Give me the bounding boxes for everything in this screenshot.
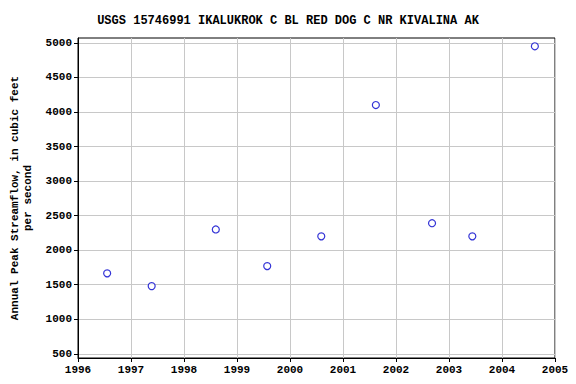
svg-text:1999: 1999	[224, 364, 250, 376]
svg-text:1000: 1000	[46, 313, 72, 325]
svg-text:4500: 4500	[46, 71, 72, 83]
svg-text:1997: 1997	[118, 364, 144, 376]
svg-text:2500: 2500	[46, 210, 72, 222]
svg-text:3000: 3000	[46, 175, 72, 187]
svg-text:2000: 2000	[277, 364, 303, 376]
svg-text:500: 500	[52, 348, 72, 360]
svg-text:Annual Peak Streamflow, in cub: Annual Peak Streamflow, in cubic feet	[9, 76, 21, 320]
svg-text:1998: 1998	[171, 364, 198, 376]
svg-text:4000: 4000	[46, 106, 72, 118]
svg-text:2004: 2004	[489, 364, 516, 376]
svg-text:2002: 2002	[383, 364, 409, 376]
svg-text:2003: 2003	[436, 364, 463, 376]
svg-text:1500: 1500	[46, 279, 72, 291]
svg-text:per second: per second	[22, 165, 34, 231]
svg-text:2001: 2001	[330, 364, 357, 376]
svg-text:2005: 2005	[542, 364, 569, 376]
svg-text:1996: 1996	[65, 364, 91, 376]
svg-text:5000: 5000	[46, 37, 72, 49]
svg-text:3500: 3500	[46, 141, 72, 153]
svg-text:2000: 2000	[46, 244, 72, 256]
svg-text:USGS 15746991 IKALUKROK C BL R: USGS 15746991 IKALUKROK C BL RED DOG C N…	[97, 14, 479, 28]
